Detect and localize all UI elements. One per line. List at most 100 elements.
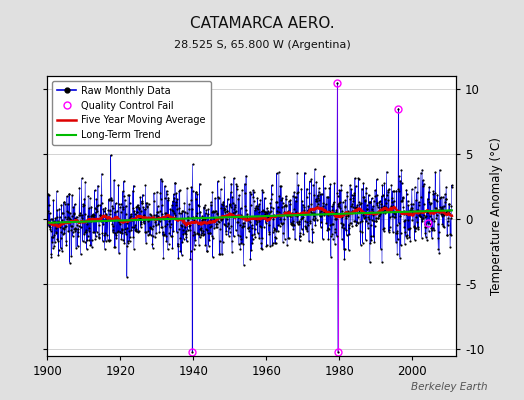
Point: [146, 210, 154, 217]
Point: [198, 217, 206, 223]
Point: [363, 206, 372, 212]
Point: [330, 180, 339, 186]
Point: [274, 222, 282, 228]
Point: [286, 211, 294, 217]
Point: [332, 216, 340, 222]
Point: [247, 246, 255, 253]
Point: [220, 221, 228, 227]
Point: [401, 232, 410, 239]
Point: [343, 193, 352, 200]
Point: [81, 229, 90, 236]
Point: [285, 198, 293, 205]
Point: [307, 206, 315, 213]
Point: [150, 198, 158, 204]
Point: [58, 210, 66, 216]
Point: [301, 225, 310, 232]
Point: [303, 228, 312, 234]
Point: [114, 201, 123, 207]
Point: [47, 251, 56, 258]
Point: [317, 218, 325, 225]
Point: [259, 214, 268, 221]
Point: [334, 349, 342, 355]
Point: [159, 229, 167, 235]
Point: [223, 223, 231, 229]
Point: [227, 237, 236, 244]
Point: [73, 222, 81, 228]
Point: [374, 215, 383, 222]
Point: [127, 217, 136, 224]
Point: [199, 232, 208, 238]
Point: [177, 215, 185, 222]
Point: [122, 231, 130, 237]
Point: [354, 176, 363, 182]
Point: [390, 210, 399, 216]
Point: [64, 228, 72, 234]
Point: [128, 216, 137, 222]
Point: [388, 194, 397, 201]
Point: [201, 242, 210, 248]
Point: [366, 240, 375, 246]
Point: [200, 204, 208, 210]
Point: [100, 232, 108, 238]
Point: [218, 251, 226, 257]
Point: [294, 218, 303, 224]
Point: [210, 215, 219, 221]
Point: [72, 213, 81, 220]
Point: [419, 183, 427, 189]
Point: [298, 226, 306, 232]
Point: [430, 190, 439, 196]
Point: [441, 191, 449, 197]
Point: [111, 229, 119, 236]
Point: [180, 236, 188, 242]
Point: [99, 220, 107, 227]
Point: [43, 210, 51, 216]
Point: [61, 214, 69, 220]
Point: [152, 230, 160, 236]
Point: [207, 222, 215, 229]
Point: [354, 220, 362, 226]
Point: [367, 237, 376, 243]
Point: [212, 224, 221, 230]
Point: [441, 208, 450, 215]
Point: [358, 212, 367, 218]
Point: [106, 152, 115, 158]
Point: [121, 226, 129, 232]
Point: [439, 210, 447, 217]
Point: [296, 237, 304, 244]
Point: [398, 194, 407, 200]
Point: [106, 211, 114, 218]
Point: [400, 211, 408, 218]
Point: [243, 213, 251, 219]
Point: [383, 207, 391, 213]
Point: [269, 205, 278, 211]
Point: [99, 212, 107, 218]
Point: [399, 208, 408, 214]
Point: [252, 205, 260, 211]
Point: [193, 191, 202, 198]
Point: [359, 180, 368, 186]
Point: [385, 228, 393, 235]
Point: [294, 189, 302, 195]
Point: [396, 254, 404, 261]
Point: [394, 186, 402, 192]
Point: [410, 237, 419, 243]
Point: [438, 204, 446, 210]
Point: [432, 208, 441, 215]
Point: [242, 172, 250, 179]
Point: [307, 176, 315, 182]
Point: [224, 220, 233, 226]
Point: [57, 229, 66, 235]
Point: [405, 211, 413, 218]
Point: [438, 212, 446, 219]
Point: [82, 226, 91, 233]
Point: [332, 208, 340, 215]
Point: [62, 208, 71, 214]
Point: [399, 195, 407, 202]
Point: [345, 225, 353, 232]
Point: [135, 215, 144, 222]
Point: [119, 206, 127, 212]
Point: [359, 215, 368, 221]
Point: [51, 228, 60, 235]
Point: [319, 203, 327, 210]
Point: [328, 221, 336, 227]
